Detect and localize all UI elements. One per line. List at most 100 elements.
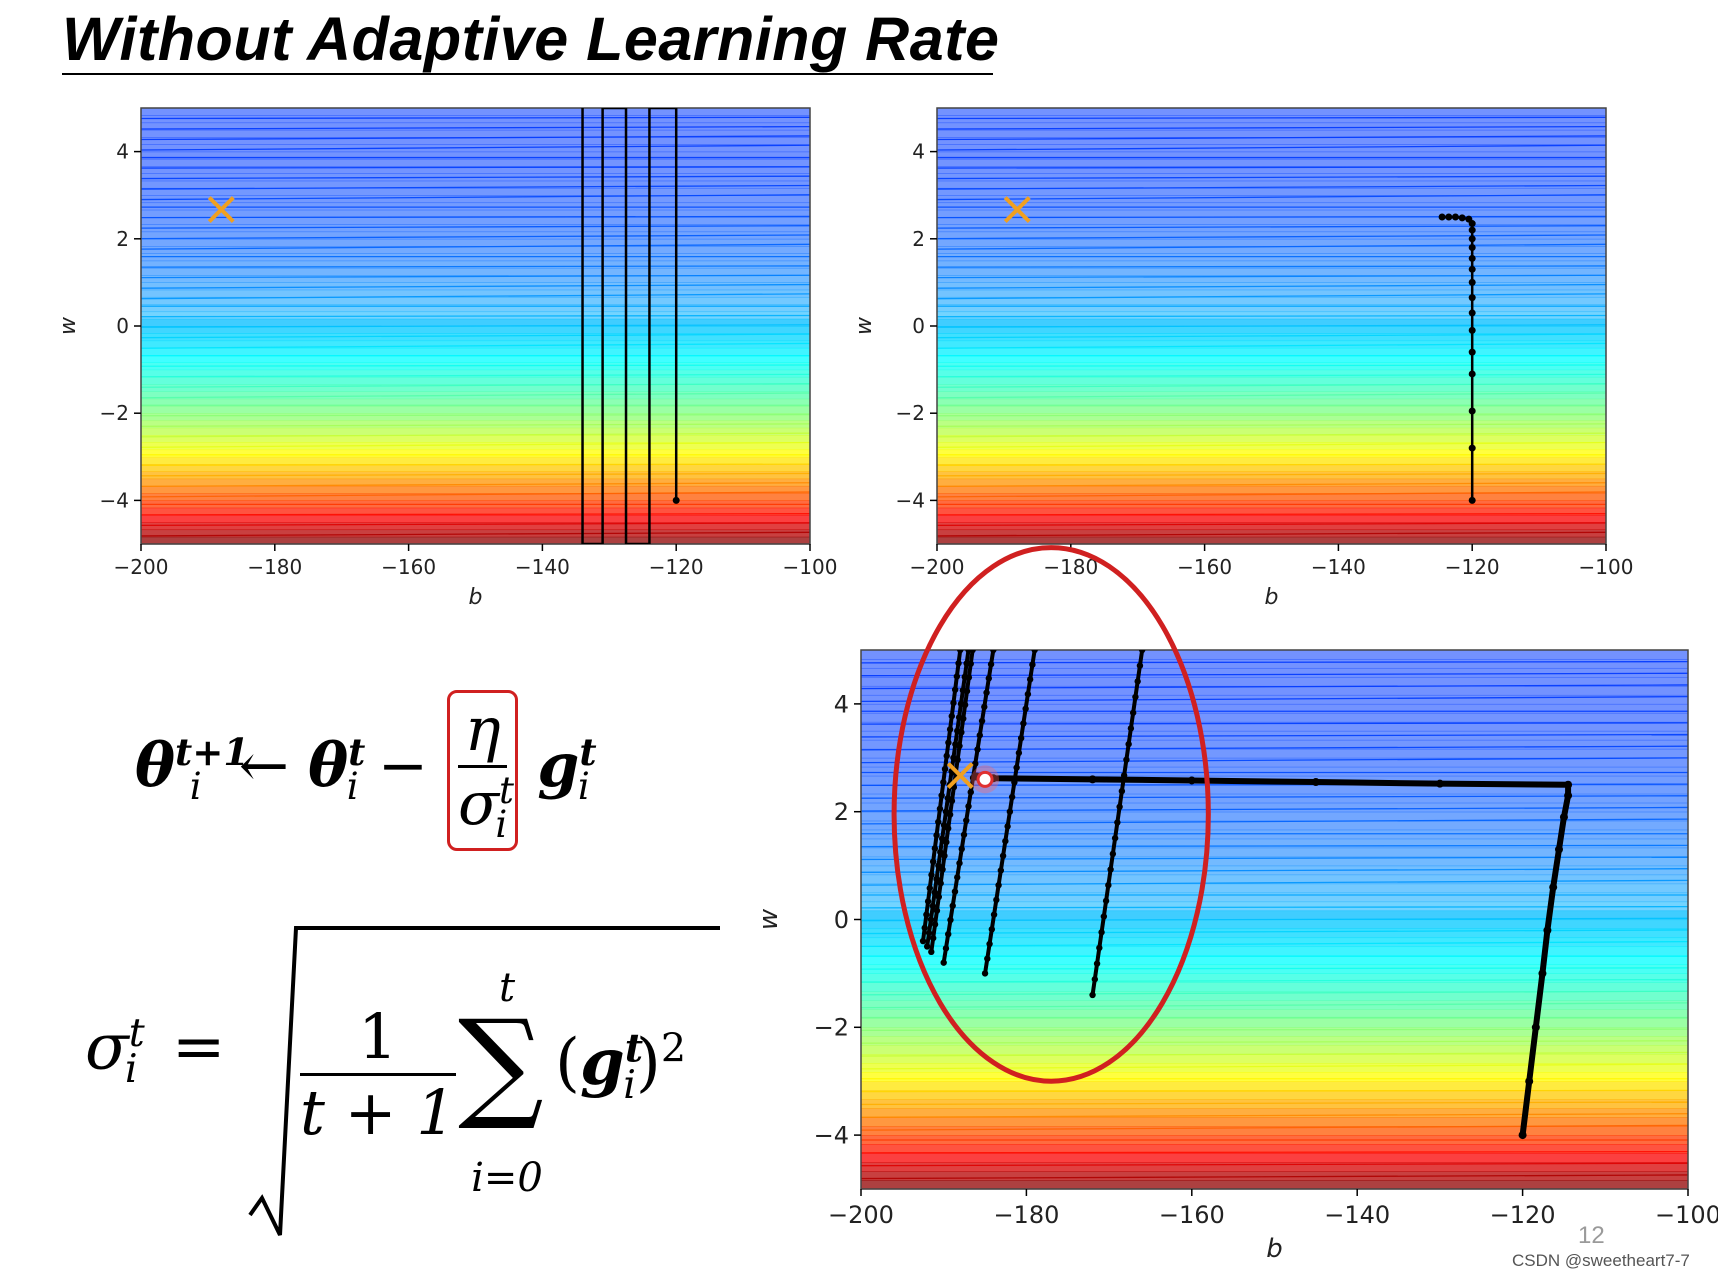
trajectory-point xyxy=(958,845,965,853)
contour-band xyxy=(141,311,810,320)
contour-band xyxy=(141,180,810,189)
contour-band xyxy=(141,122,810,131)
contour-band xyxy=(141,296,810,305)
contour-band xyxy=(861,685,1688,696)
trajectory-point xyxy=(1468,326,1476,334)
contour-band xyxy=(141,493,810,501)
trajectory-point xyxy=(935,893,943,901)
contour-line xyxy=(936,144,1607,151)
trajectory-point xyxy=(972,760,979,767)
contour-band xyxy=(937,485,1606,494)
trajectory-point xyxy=(984,955,991,962)
contour-band xyxy=(937,231,1606,240)
trajectory-point xyxy=(1123,756,1130,763)
contour-line xyxy=(936,441,1607,448)
contour-line xyxy=(860,967,1689,970)
contour-band xyxy=(141,369,810,378)
contour-band xyxy=(141,304,810,313)
contour-band xyxy=(141,485,810,494)
trajectory-point xyxy=(928,948,935,956)
contour-band xyxy=(937,507,1606,516)
contour-line xyxy=(140,243,811,250)
contour-band xyxy=(861,964,1688,974)
trajectory-point xyxy=(945,931,952,938)
contour-band xyxy=(937,217,1606,225)
trajectory-point xyxy=(1107,866,1114,873)
trajectory-point xyxy=(987,661,995,668)
contour-band xyxy=(141,347,810,356)
contour-band xyxy=(141,522,810,531)
summation: t xyxy=(498,965,516,1011)
trajectory-point xyxy=(1004,823,1011,830)
trajectory-point xyxy=(1109,850,1117,858)
contour-band xyxy=(141,224,810,233)
contour-line xyxy=(936,373,1607,378)
contour-band xyxy=(861,1153,1688,1163)
contour-band xyxy=(861,1117,1688,1127)
trajectory-point xyxy=(1134,678,1141,685)
trajectory-point xyxy=(933,907,941,914)
contour-line xyxy=(860,978,1689,983)
contour-band xyxy=(141,238,810,247)
trajectory-point xyxy=(936,805,944,812)
trajectory-point xyxy=(940,821,948,829)
contour-line xyxy=(936,194,1607,201)
contour-band xyxy=(937,318,1606,327)
sigma-definition-body: 1 t + 1 xyxy=(300,1000,456,1149)
trajectory-point xyxy=(1468,294,1476,302)
contour-band xyxy=(861,1036,1688,1046)
contour-band xyxy=(937,122,1606,131)
contour-line xyxy=(140,472,811,477)
contour-line xyxy=(140,234,811,240)
y-axis-label: w xyxy=(852,316,877,335)
trajectory-point xyxy=(1435,779,1444,788)
contour-band xyxy=(937,384,1606,392)
trajectory-point xyxy=(928,871,935,879)
trajectory-point xyxy=(1187,776,1196,785)
y-tick-label: −4 xyxy=(814,1122,849,1150)
contour-line xyxy=(140,116,811,120)
contour-band xyxy=(861,1009,1688,1019)
contour-band xyxy=(141,442,810,451)
contour-band xyxy=(937,536,1606,545)
contour-line xyxy=(140,333,811,339)
trajectory-point xyxy=(955,714,963,721)
contour-band xyxy=(861,667,1688,678)
contour-band xyxy=(141,231,810,240)
contour-band xyxy=(861,820,1688,831)
trajectory-point xyxy=(1100,913,1108,920)
contour-line xyxy=(140,513,811,516)
contour-band xyxy=(861,883,1688,894)
trajectory-start-point xyxy=(672,496,680,504)
contour-line xyxy=(140,175,811,180)
trajectory-point xyxy=(963,817,970,824)
contour-line xyxy=(860,990,1689,996)
contour-band xyxy=(141,405,810,414)
trajectory-point xyxy=(1468,235,1476,243)
trajectory-point xyxy=(960,831,968,838)
contour-band xyxy=(861,712,1688,723)
trajectory-point xyxy=(1468,244,1476,252)
trajectory-point xyxy=(956,859,963,867)
contour-band xyxy=(861,784,1688,795)
trajectory-point xyxy=(931,921,939,928)
contour-band xyxy=(937,224,1606,233)
x-tick-label: −100 xyxy=(783,555,838,579)
contour-band xyxy=(861,919,1688,930)
contour-line xyxy=(140,265,811,268)
target-x-marker xyxy=(1003,196,1031,224)
contour-line xyxy=(936,342,1607,349)
contour-band xyxy=(861,829,1688,840)
trajectory-point xyxy=(981,703,988,711)
contour-band xyxy=(861,721,1688,732)
trajectory-point xyxy=(1127,725,1135,732)
contour-band xyxy=(937,340,1606,349)
contour-band xyxy=(861,1090,1688,1100)
contour-line xyxy=(936,383,1607,388)
contour-band xyxy=(141,427,810,436)
trajectory-point xyxy=(1549,883,1558,892)
contour-line xyxy=(936,283,1607,289)
contour-line xyxy=(936,472,1607,477)
contour-band xyxy=(937,238,1606,247)
